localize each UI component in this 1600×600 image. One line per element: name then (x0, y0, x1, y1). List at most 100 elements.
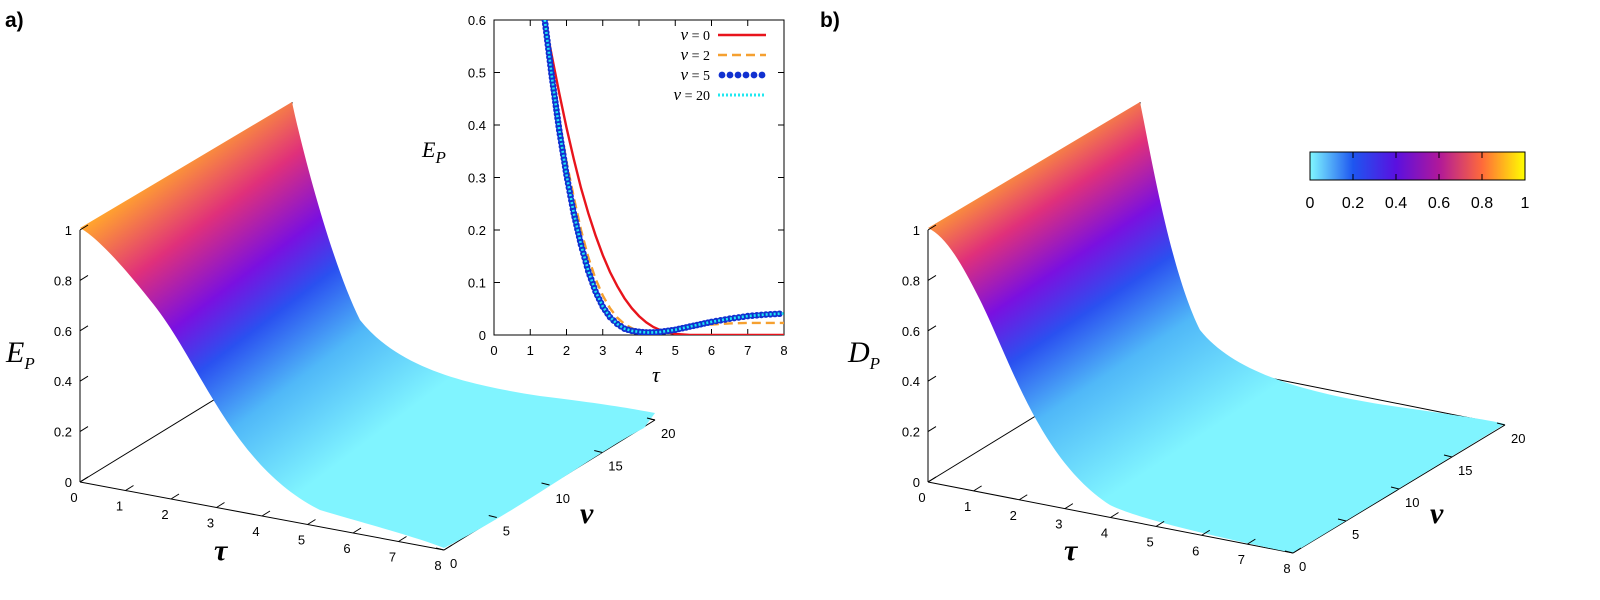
z-tick-mark (79, 224, 89, 231)
inset-series-0 (543, 20, 784, 335)
inset-y-tick-label: 0.2 (468, 223, 486, 238)
panel-a-nu-label: ν (580, 497, 594, 530)
inset-y-tick-label: 0.1 (468, 276, 486, 291)
inset-y-tick-label: 0 (479, 328, 486, 343)
z-tick-mark (79, 325, 89, 332)
panel-a-x-ticks: 0 1 2 3 4 5 6 7 8 (70, 476, 453, 573)
z-tick-label: 1 (913, 223, 920, 238)
x-tick-mark (1201, 529, 1211, 536)
y-tick-label: 15 (1458, 463, 1472, 478)
x-tick-label: 4 (1101, 526, 1108, 541)
colorbar-gradient (1309, 151, 1526, 181)
inset-y-tick-label: 0.6 (468, 13, 486, 28)
y-tick-label: 10 (1405, 495, 1419, 510)
inset-legend: ν = 0ν = 2ν = 5ν = 20 (674, 25, 766, 104)
x-tick-label: 7 (389, 550, 396, 565)
inset-x-tick-label: 4 (635, 343, 642, 358)
panel-a-surface (80, 102, 655, 548)
x-tick-label: 1 (116, 499, 123, 514)
x-tick-label: 8 (434, 558, 441, 573)
x-tick-label: 0 (70, 490, 77, 505)
z-tick-mark (79, 274, 89, 281)
inset-x-tick-label: 3 (599, 343, 606, 358)
colorbar-tick-label: 0 (1306, 195, 1315, 212)
x-tick-label: 0 (918, 490, 925, 505)
y-tick-label: 5 (503, 524, 510, 539)
x-tick-label: 6 (1192, 543, 1199, 558)
x-tick-mark (125, 485, 134, 491)
z-tick-mark (927, 426, 937, 433)
x-tick-label: 5 (1147, 534, 1154, 549)
x-tick-label: 6 (343, 541, 350, 556)
z-tick-label: 0.4 (902, 374, 920, 389)
x-tick-label: 7 (1238, 552, 1245, 567)
y-tick-mark (435, 547, 445, 551)
z-tick-mark (927, 224, 937, 231)
colorbar: 0 0.2 0.4 0.6 0.8 1 (1306, 151, 1530, 212)
inset-series-20 (543, 20, 784, 334)
inset-y-tick-label: 0.4 (468, 118, 486, 133)
z-tick-label: 0.8 (902, 273, 920, 288)
colorbar-ticks: 0 0.2 0.4 0.6 0.8 1 (1306, 152, 1530, 212)
panel-a-y-ticks: 0 5 10 15 20 (435, 417, 675, 571)
z-tick-label: 0 (65, 475, 72, 490)
x-tick-label: 2 (161, 507, 168, 522)
z-tick-label: 0.6 (54, 324, 72, 339)
legend-swatch (742, 71, 750, 79)
x-tick-mark (352, 527, 362, 534)
colorbar-tick-label: 0.6 (1428, 195, 1450, 212)
inset-x-tick-label: 5 (672, 343, 679, 358)
z-tick-mark (927, 274, 937, 281)
y-tick-label: 15 (608, 459, 622, 474)
x-tick-mark (973, 485, 982, 492)
panel-b-label: b) (820, 9, 840, 32)
x-tick-mark (1155, 520, 1165, 527)
colorbar-tick-label: 1 (1521, 195, 1530, 212)
x-tick-mark (307, 519, 316, 525)
colorbar-tick-label: 0.2 (1342, 195, 1364, 212)
x-tick-mark (398, 536, 407, 542)
z-tick-label: 0.2 (902, 425, 920, 440)
z-tick-label: 0.6 (902, 324, 920, 339)
y-tick-label: 0 (450, 556, 457, 571)
legend-label: ν = 0 (681, 25, 710, 44)
panel-b-x-ticks: 0 1 2 3 4 5 6 7 8 (918, 476, 1302, 576)
y-tick-label: 5 (1352, 527, 1359, 542)
x-tick-mark (1292, 547, 1302, 554)
inset-y-tick-label: 0.3 (468, 171, 486, 186)
inset-x-tick-label: 8 (780, 343, 787, 358)
inset-x-label: τ (652, 362, 661, 387)
x-tick-mark (927, 476, 937, 483)
panel-b-z-label: DP (847, 336, 880, 373)
y-tick-mark (541, 482, 550, 486)
panel-a-label: a) (5, 9, 24, 32)
inset-frame (493, 19, 785, 336)
x-tick-mark (1247, 538, 1256, 545)
inset-x-tick-label: 1 (527, 343, 534, 358)
y-tick-mark (488, 515, 497, 518)
inset-series (541, 20, 784, 335)
inset-x-tick-label: 6 (708, 343, 715, 358)
x-tick-label: 8 (1283, 561, 1290, 576)
legend-label: ν = 2 (681, 45, 710, 64)
y-tick-mark (1390, 486, 1400, 490)
legend-swatch (750, 71, 758, 79)
panel-a-z-label: EP (5, 336, 35, 373)
colorbar-tick-label: 0.8 (1471, 195, 1493, 212)
panel-a-tau-label: τ (214, 534, 229, 567)
x-tick-label: 3 (207, 516, 214, 531)
legend-label: ν = 20 (674, 85, 710, 104)
y-tick-mark (646, 417, 656, 421)
inset-x-tick-label: 0 (490, 343, 497, 358)
z-tick-mark (79, 426, 89, 433)
x-tick-mark (1018, 494, 1028, 501)
x-tick-mark (216, 502, 225, 508)
x-tick-mark (261, 510, 271, 517)
legend-swatch (758, 71, 766, 79)
y-tick-mark (1337, 518, 1347, 522)
panel-b-y-ticks: 0 5 10 15 20 (1284, 422, 1525, 574)
z-tick-label: 1 (65, 223, 72, 238)
